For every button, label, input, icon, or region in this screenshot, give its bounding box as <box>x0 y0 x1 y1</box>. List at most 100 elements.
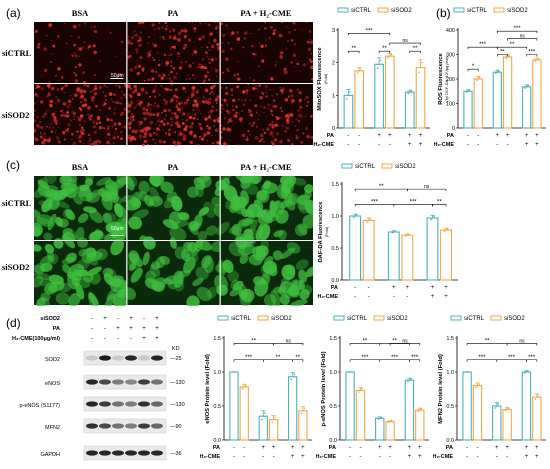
micrograph-tile <box>34 176 133 246</box>
fluorescent-spot <box>187 113 189 116</box>
fluorescent-spot <box>290 39 294 42</box>
fluorescent-spot <box>185 118 189 122</box>
fluorescent-spot <box>310 52 313 55</box>
fluorescent-spot <box>257 90 260 92</box>
condition-sign: - <box>466 445 468 451</box>
fluorescent-spot <box>263 140 265 143</box>
fluorescent-spot <box>127 123 131 126</box>
cell <box>247 176 259 184</box>
cell <box>297 194 311 205</box>
fluorescent-spot <box>95 123 98 125</box>
cell <box>36 297 50 306</box>
daf-da-micrographs <box>34 176 313 306</box>
cell <box>237 243 255 256</box>
wb-kd-value: —25 <box>170 356 182 362</box>
fluorescent-spot <box>306 100 310 104</box>
fluorescent-spot <box>273 130 275 132</box>
wb-band <box>99 379 111 385</box>
fluorescent-spot <box>254 53 257 56</box>
cell <box>86 266 102 276</box>
cell <box>68 293 81 306</box>
bar <box>345 371 355 441</box>
data-point <box>537 394 540 396</box>
fluorescent-spot <box>138 22 142 25</box>
data-point <box>536 396 538 398</box>
fluorescent-spot <box>162 87 164 89</box>
fluorescent-spot <box>146 51 151 55</box>
data-point <box>524 372 526 374</box>
condition-label: PA <box>446 445 453 451</box>
fluorescent-spot <box>203 58 205 60</box>
y-axis-label: p-eNOS Protein level (Fold) <box>321 351 327 426</box>
data-point <box>525 371 528 373</box>
sig-label: ** <box>363 338 368 344</box>
wb-sign: - <box>130 336 132 342</box>
data-point <box>349 371 351 373</box>
fluorescent-spot <box>158 22 161 24</box>
data-point <box>497 403 500 405</box>
fluorescent-spot <box>138 130 141 133</box>
y-axis-label: DAF-DA Fluorescence <box>318 201 324 263</box>
fluorescent-spot <box>191 22 194 24</box>
fluorescent-spot <box>203 79 206 82</box>
sig-bracket <box>507 38 538 41</box>
fluorescent-spot <box>106 140 110 145</box>
fluorescent-spot <box>39 132 42 134</box>
cell <box>62 227 73 236</box>
fluorescent-spot <box>39 135 43 139</box>
fluorescent-spot <box>281 110 283 113</box>
fluorescent-spot <box>211 90 214 93</box>
condition-sign: - <box>243 445 245 451</box>
bar <box>426 217 439 281</box>
fluorescent-spot <box>204 117 208 121</box>
fluorescent-spot <box>135 48 139 52</box>
cell <box>228 226 240 235</box>
data-point <box>359 389 362 392</box>
fluorescent-spot <box>143 132 147 136</box>
cell <box>106 287 118 301</box>
fluorescent-spot <box>142 130 145 133</box>
fluorescent-spot <box>159 129 161 132</box>
cell <box>264 256 274 265</box>
fluorescent-spot <box>114 108 116 110</box>
fluorescent-spot <box>44 112 47 116</box>
data-point <box>347 371 350 373</box>
fluorescent-spot <box>87 48 89 50</box>
condition-sign: + <box>535 445 539 451</box>
cell <box>34 244 42 252</box>
wb-band <box>86 401 98 407</box>
wb-sign: - <box>117 336 119 342</box>
fluorescent-spot <box>62 102 67 106</box>
fluorescent-spot <box>236 37 241 41</box>
fluorescent-spot <box>170 60 173 64</box>
fluorescent-spot <box>193 134 197 138</box>
fluorescent-spot <box>155 133 158 136</box>
fluorescent-spot <box>159 36 162 39</box>
fluorescent-spot <box>34 136 37 140</box>
cell <box>194 239 204 252</box>
data-point <box>410 378 412 380</box>
fluorescent-spot <box>180 130 182 133</box>
fluorescent-spot <box>103 102 107 106</box>
fluorescent-spot <box>94 74 96 76</box>
fluorescent-spot <box>67 105 70 109</box>
sig-label: *** <box>514 26 522 32</box>
fluorescent-spot <box>79 108 83 111</box>
fluorescent-spot <box>138 102 142 106</box>
sig-label: *** <box>391 355 399 361</box>
data-point <box>231 371 234 373</box>
legend-swatch-sisod2 <box>493 7 505 13</box>
fluorescent-spot <box>213 118 216 121</box>
fluorescent-spot <box>153 131 156 135</box>
fluorescent-spot <box>156 52 159 54</box>
condition-sign: - <box>354 294 356 300</box>
fluorescent-spot <box>228 118 232 123</box>
fluorescent-spot <box>144 134 148 138</box>
fluorescent-spot <box>67 127 70 130</box>
fluorescent-spot <box>280 51 284 55</box>
fluorescent-spot <box>208 49 211 52</box>
fluorescent-spot <box>220 33 222 35</box>
western-blot-figure: siSOD2- + - + - +PA - - + + + +H₂-CME(100μg/ml) - - - -… <box>12 316 185 461</box>
fluorescent-spot <box>183 34 188 39</box>
fluorescent-spot <box>34 119 36 122</box>
